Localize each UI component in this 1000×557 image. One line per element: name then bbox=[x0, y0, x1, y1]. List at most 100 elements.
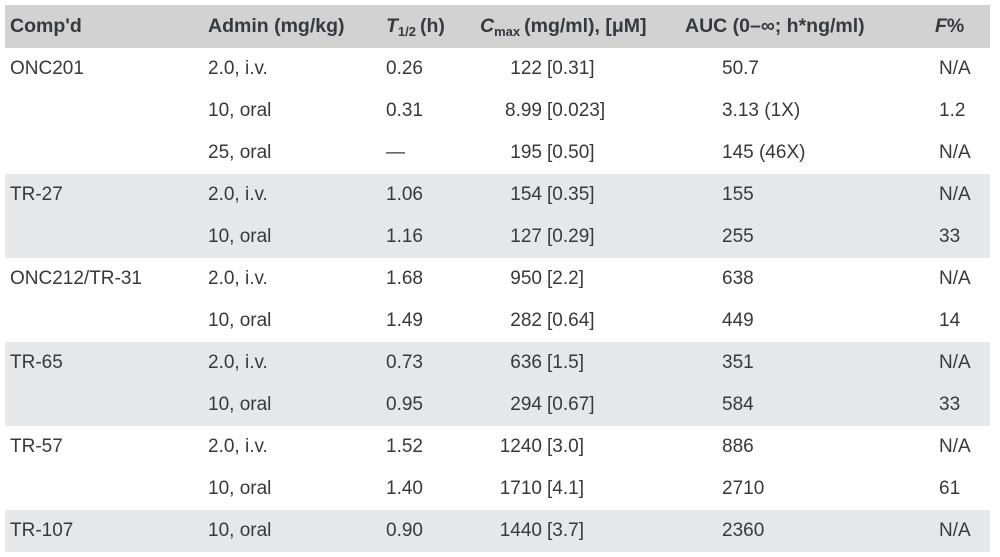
col-header-admin: Admin (mg/kg) bbox=[203, 5, 381, 48]
cmax-micromolar: [0.29] bbox=[547, 226, 595, 247]
cmax-micromolar: [4.1] bbox=[547, 478, 584, 499]
cmax-value: 1710 bbox=[499, 478, 542, 499]
cell-admin-dose: 2.0, i.v. bbox=[208, 436, 268, 457]
table-row: 10, oral 0.31 8.99 [0.023] 3.13 (1X) 1.2 bbox=[5, 90, 990, 132]
cell-auc: 155 bbox=[680, 174, 925, 216]
cell-bioavailability: 61 bbox=[939, 478, 961, 499]
cell-cmax: 1710 [4.1] bbox=[460, 468, 680, 510]
cmax-micromolar: [2.2] bbox=[547, 268, 584, 289]
cmax-micromolar: [3.0] bbox=[547, 436, 584, 457]
cell-admin-dose: 2.0, i.v. bbox=[203, 174, 381, 216]
cell-half-life: 1.40 bbox=[386, 478, 423, 499]
cell-compound bbox=[5, 384, 203, 426]
cell-compound: TR-65 bbox=[5, 342, 203, 384]
cmax-value: 294 bbox=[510, 394, 542, 415]
table-row: ONC212/TR-31 2.0, i.v. 1.68 950 [2.2] 638… bbox=[5, 258, 990, 300]
cmax-micromolar: [0.31] bbox=[547, 58, 595, 79]
cell-cmax: 282 [0.64] bbox=[460, 300, 680, 342]
cell-bioavailability: N/A bbox=[925, 510, 990, 552]
table-row: TR-107 10, oral 0.90 1440 [3.7] 2360 N/A bbox=[5, 510, 990, 552]
table-row: TR-65 2.0, i.v. 0.73 636 [1.5] 351 N/A bbox=[5, 342, 990, 384]
table-row: TR-27 2.0, i.v. 1.06 154 [0.35] 155 N/A bbox=[5, 174, 990, 216]
cell-cmax: 122 [0.31] bbox=[460, 48, 680, 90]
cmax-micromolar: [3.7] bbox=[547, 520, 584, 541]
table-row: 10, oral 1.40 1710 [4.1] 2710 61 bbox=[5, 468, 990, 510]
table-row: 10, oral 0.95 294 [0.67] 584 33 bbox=[5, 384, 990, 426]
cell-auc: 255 bbox=[680, 216, 925, 258]
col-header-auc: AUC (0–∞; h*ng/ml) bbox=[680, 5, 925, 48]
cell-auc: 886 bbox=[722, 436, 754, 457]
cell-bioavailability: N/A bbox=[939, 436, 971, 457]
cell-auc: 3.13 (1X) bbox=[722, 100, 801, 121]
col-header-f-percent: F% bbox=[925, 5, 990, 48]
cell-auc: 50.7 bbox=[722, 58, 759, 79]
cmax-value: 122 bbox=[510, 58, 542, 79]
col-header-thalf: T1/2 (h) bbox=[381, 5, 460, 48]
cell-admin-dose: 10, oral bbox=[203, 216, 381, 258]
cell-auc: 449 bbox=[722, 310, 754, 331]
pharmacokinetics-table: Comp'd Admin (mg/kg) T1/2 (h) Cmax (mg/ml)… bbox=[5, 5, 990, 552]
table-row: 10, oral 1.16 127 [0.29] 255 33 bbox=[5, 216, 990, 258]
cell-cmax: 950 [2.2] bbox=[460, 258, 680, 300]
cell-cmax: 1240 [3.0] bbox=[460, 426, 680, 468]
thalf-symbol: T bbox=[386, 14, 398, 37]
cell-compound: TR-27 bbox=[5, 174, 203, 216]
cell-auc: 2710 bbox=[722, 478, 765, 499]
cell-admin-dose: 10, oral bbox=[208, 478, 272, 499]
cell-compound: ONC201 bbox=[10, 58, 84, 79]
cell-half-life: 0.95 bbox=[381, 384, 460, 426]
thalf-unit: (h) bbox=[420, 14, 445, 37]
cell-compound: TR-107 bbox=[5, 510, 203, 552]
cell-compound: TR-57 bbox=[10, 436, 63, 457]
cmax-value: 195 bbox=[510, 142, 542, 163]
cmax-micromolar: [1.5] bbox=[547, 352, 584, 373]
cell-half-life: — bbox=[386, 142, 405, 163]
cell-compound bbox=[5, 468, 203, 510]
cell-cmax: 8.99 [0.023] bbox=[460, 90, 680, 132]
cell-auc: 638 bbox=[722, 268, 754, 289]
cell-admin-dose: 2.0, i.v. bbox=[208, 58, 268, 79]
cell-cmax: 636 [1.5] bbox=[460, 342, 680, 384]
cmax-value: 282 bbox=[510, 310, 542, 331]
f-symbol: F bbox=[935, 15, 947, 37]
cell-cmax: 154 [0.35] bbox=[460, 174, 680, 216]
cell-compound bbox=[5, 132, 203, 174]
cell-half-life: 1.68 bbox=[386, 268, 423, 289]
cell-bioavailability: 33 bbox=[925, 216, 990, 258]
cell-half-life: 0.90 bbox=[381, 510, 460, 552]
cell-half-life: 1.52 bbox=[386, 436, 423, 457]
cell-cmax: 195 [0.50] bbox=[460, 132, 680, 174]
cell-admin-dose: 10, oral bbox=[208, 100, 272, 121]
table-row: TR-57 2.0, i.v. 1.52 1240 [3.0] 886 N/A bbox=[5, 426, 990, 468]
cmax-micromolar: [0.35] bbox=[547, 184, 595, 205]
cmax-unit: (mg/ml), [μM] bbox=[524, 14, 647, 37]
cmax-value: 950 bbox=[510, 268, 542, 289]
cmax-value: 1240 bbox=[499, 436, 542, 457]
cell-auc: 2360 bbox=[680, 510, 925, 552]
cell-bioavailability: N/A bbox=[939, 268, 971, 289]
cell-cmax: 1440 [3.7] bbox=[460, 510, 680, 552]
cmax-value: 127 bbox=[510, 226, 542, 247]
cmax-micromolar: [0.64] bbox=[547, 310, 595, 331]
cell-bioavailability: 14 bbox=[939, 310, 961, 331]
cell-compound bbox=[5, 216, 203, 258]
cmax-value: 1440 bbox=[499, 520, 542, 541]
cell-compound bbox=[5, 90, 203, 132]
cell-bioavailability: N/A bbox=[939, 142, 971, 163]
cell-half-life: 1.49 bbox=[386, 310, 423, 331]
cmax-micromolar: [0.023] bbox=[547, 100, 606, 121]
cmax-value: 636 bbox=[510, 352, 542, 373]
cell-bioavailability: N/A bbox=[939, 58, 971, 79]
cell-bioavailability: 1.2 bbox=[939, 100, 966, 121]
cmax-subscript: max bbox=[494, 23, 521, 39]
cell-admin-dose: 2.0, i.v. bbox=[208, 268, 268, 289]
cell-admin-dose: 10, oral bbox=[203, 510, 381, 552]
cell-half-life: 1.16 bbox=[381, 216, 460, 258]
cell-half-life: 0.26 bbox=[386, 58, 423, 79]
cmax-value: 8.99 bbox=[505, 100, 542, 121]
cmax-micromolar: [0.67] bbox=[547, 394, 595, 415]
table-body: ONC201 2.0, i.v. 0.26 122 [0.31] 50.7 N/A… bbox=[5, 48, 990, 552]
cell-admin-dose: 2.0, i.v. bbox=[203, 342, 381, 384]
col-header-compound: Comp'd bbox=[5, 5, 203, 48]
cmax-value: 154 bbox=[510, 184, 542, 205]
